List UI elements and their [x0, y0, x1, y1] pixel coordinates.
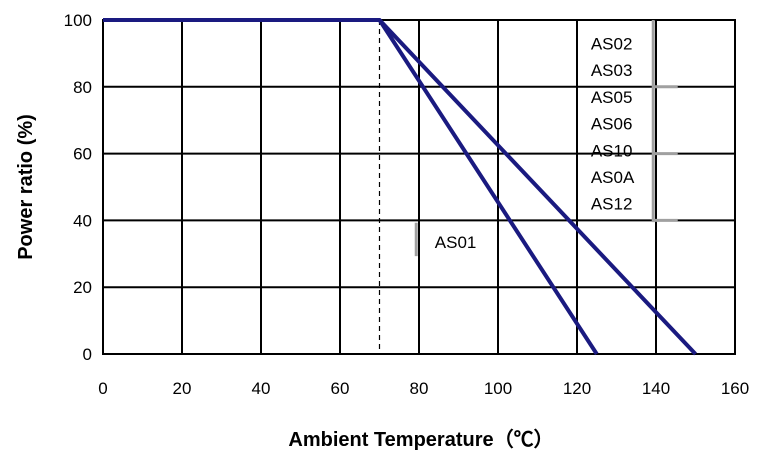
x-tick-label-20: 20	[173, 379, 192, 398]
plot-frame	[102, 19, 736, 355]
series-line-1	[103, 18, 599, 356]
x-axis-title: Ambient Temperature（℃）	[288, 428, 553, 451]
x-tick-label-0: 0	[98, 379, 107, 398]
x-tick-label-60: 60	[331, 379, 350, 398]
x-tick-label-100: 100	[484, 379, 512, 398]
series-line-2	[103, 18, 697, 356]
x-tick-label-80: 80	[410, 379, 429, 398]
y-tick-label-40: 40	[73, 211, 92, 230]
annotation-as0a: AS0A	[591, 168, 635, 187]
y-tick-label-20: 20	[73, 278, 92, 297]
series-lines	[103, 18, 697, 356]
tick-labels: 0 20 40 60 80 100 120 140 160 0 20 40 60 80 100	[64, 11, 750, 398]
annotation-as10: AS10	[591, 141, 633, 160]
annotation-as01: AS01	[435, 233, 477, 252]
x-tick-label-140: 140	[642, 379, 670, 398]
annotation-as06: AS06	[591, 115, 633, 134]
y-tick-label-80: 80	[73, 78, 92, 97]
y-axis-title: Power ratio (%)	[15, 114, 37, 260]
annotation-markers	[414, 20, 678, 257]
x-tick-label-40: 40	[252, 379, 271, 398]
y-tick-label-0: 0	[83, 345, 92, 364]
grid-lines	[102, 19, 736, 355]
annotation-as05: AS05	[591, 88, 633, 107]
annotation-as03: AS03	[591, 61, 633, 80]
y-tick-label-100: 100	[64, 11, 92, 30]
annotation-as12: AS12	[591, 195, 633, 214]
annotation-as02: AS02	[591, 34, 633, 53]
x-tick-label-160: 160	[721, 379, 749, 398]
x-tick-label-120: 120	[563, 379, 591, 398]
annotations: AS01 AS02 AS03 AS05 AS06 AS10 AS0A AS12	[435, 34, 635, 252]
y-tick-label-60: 60	[73, 145, 92, 164]
